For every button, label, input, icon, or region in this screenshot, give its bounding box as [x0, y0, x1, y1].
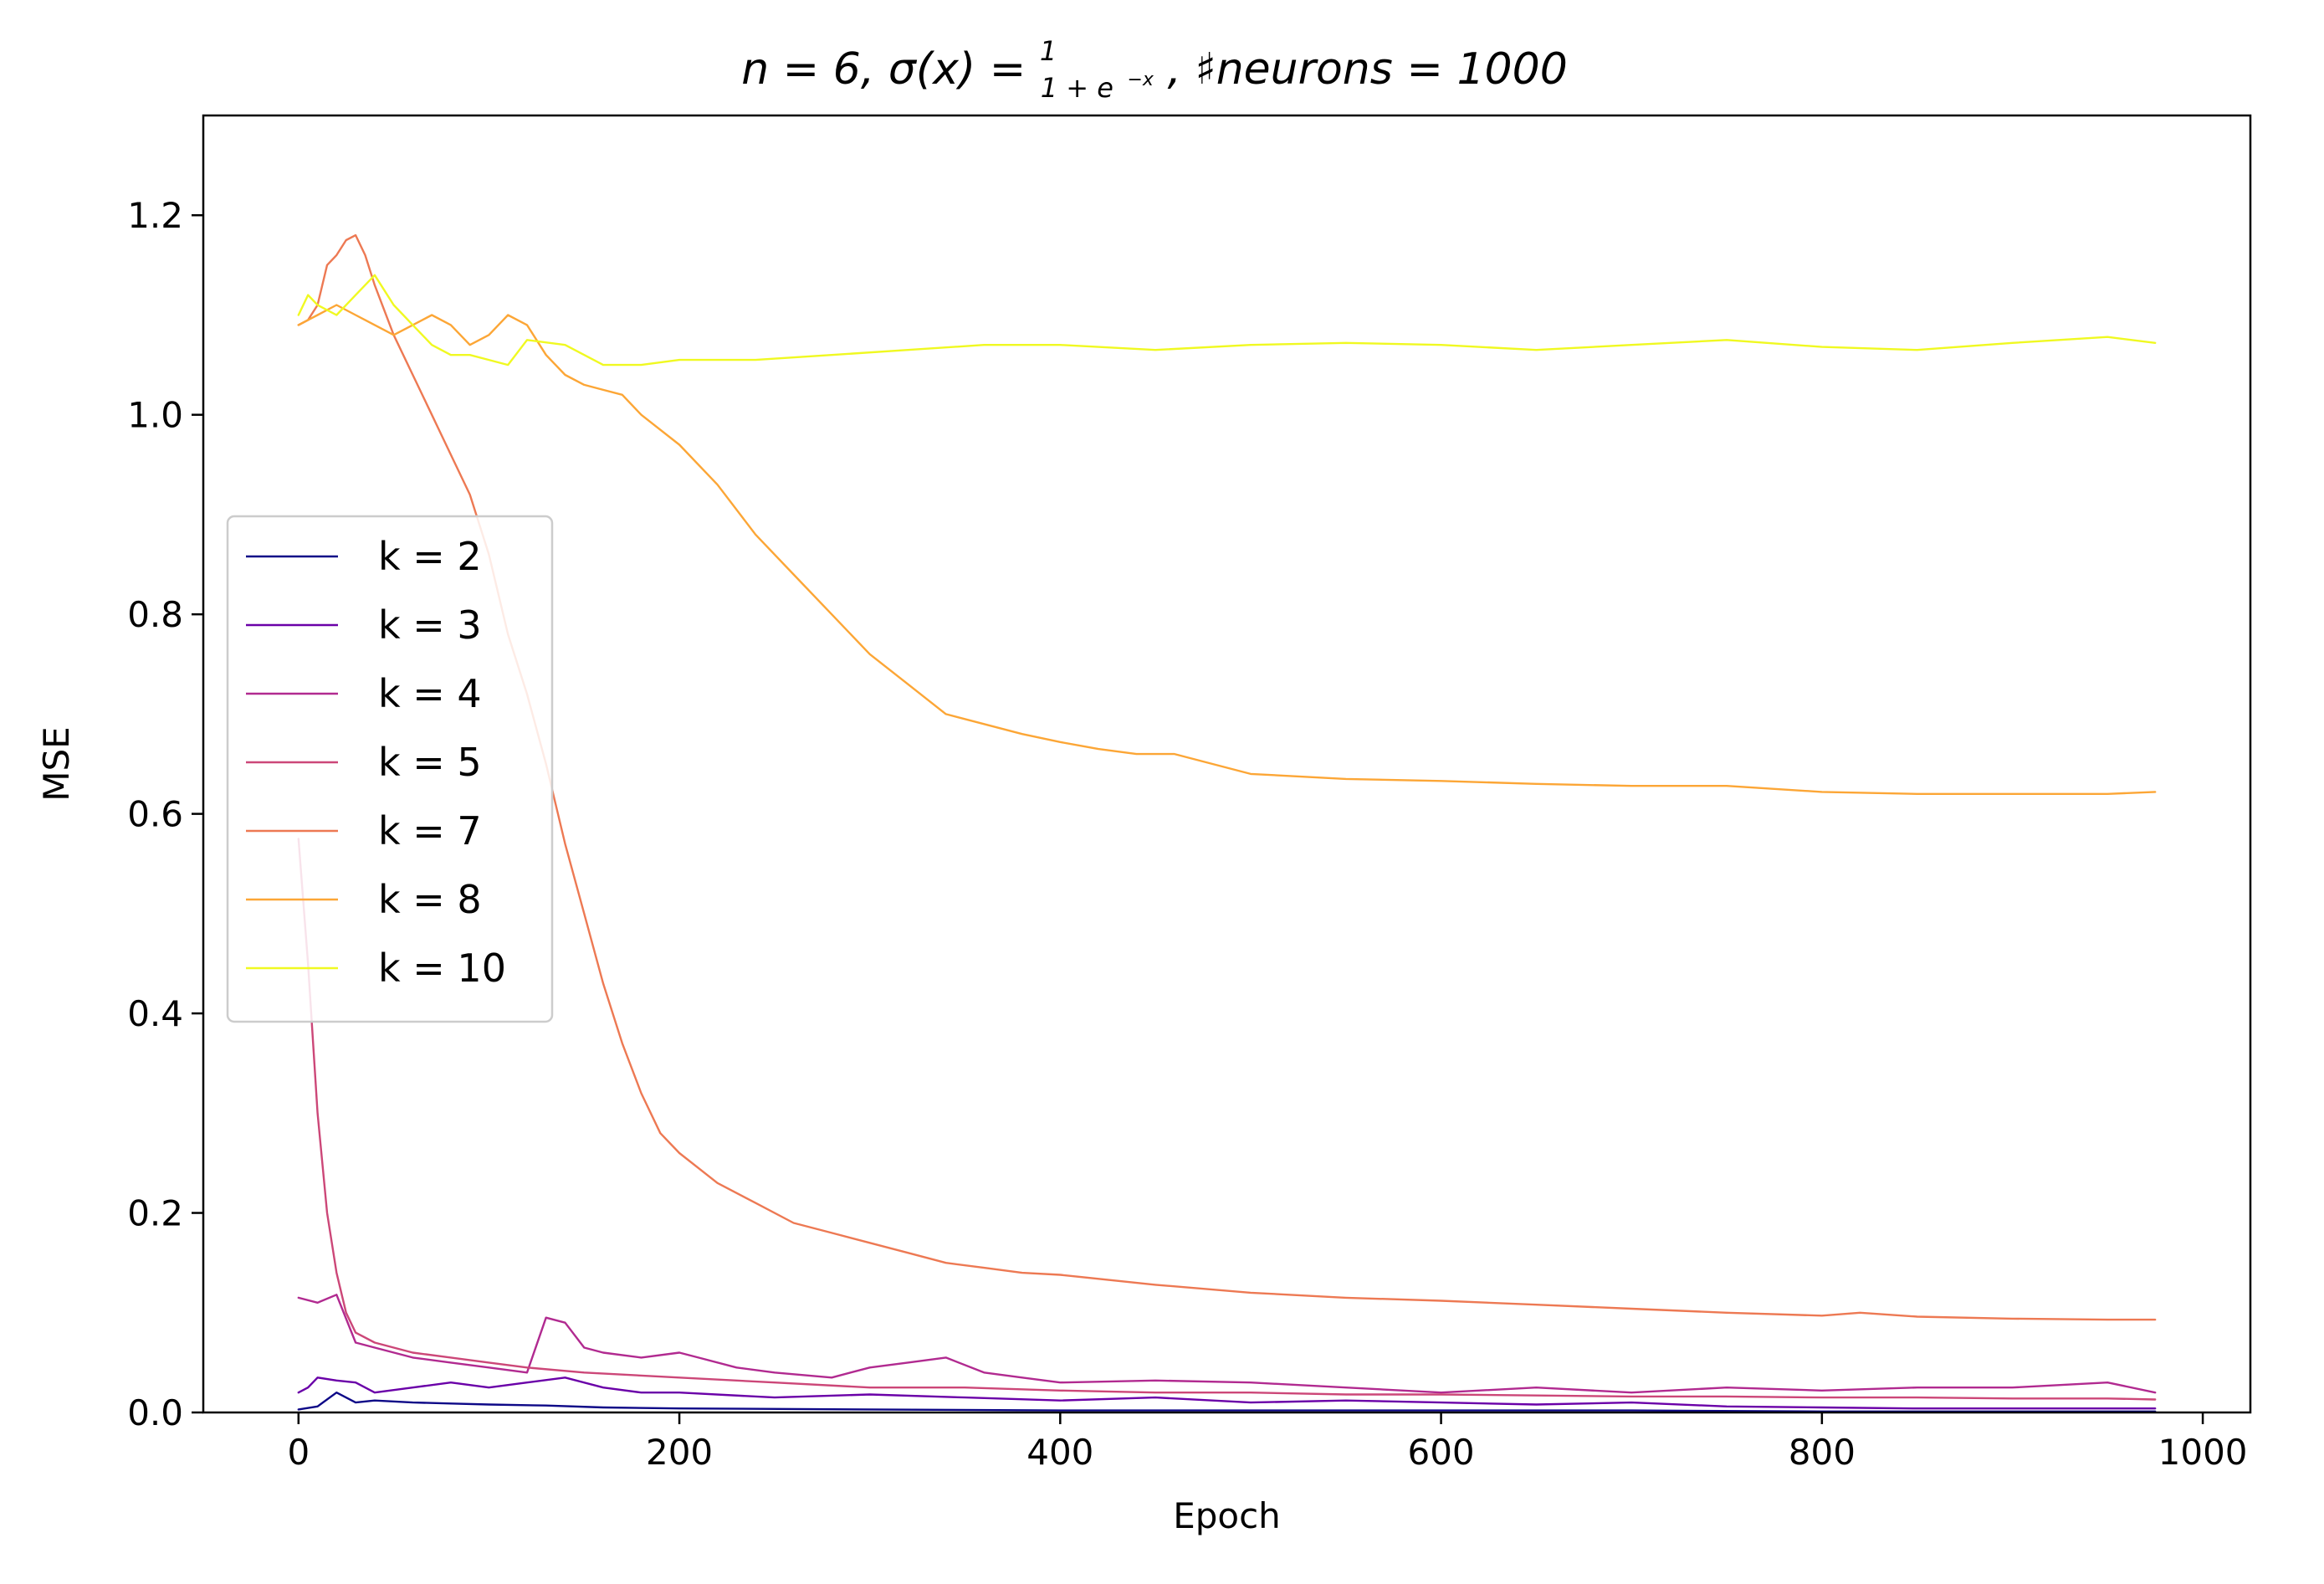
- x-tick-label: 0: [287, 1432, 310, 1473]
- legend-box: [226, 515, 554, 1023]
- chart-title: n = 6, σ(x) = 1 1 + e −x , ♯neurons = 10…: [741, 21, 1568, 108]
- y-axis-label: MSE: [36, 726, 77, 801]
- legend-label: k = 3: [378, 602, 482, 648]
- y-tick-label: 0.8: [127, 594, 183, 635]
- y-tick-label: 0.0: [127, 1392, 183, 1433]
- series-line-4: [297, 838, 2157, 1401]
- series-line-2: [297, 1376, 2157, 1410]
- legend-label: k = 5: [378, 740, 482, 785]
- x-axis-label: Epoch: [1173, 1495, 1281, 1536]
- x-tick-label: 600: [1407, 1432, 1474, 1473]
- title-frac-exponent: −x: [1127, 69, 1154, 90]
- axes-layer: 0 200 400 600 800 1000 0.0 0.2 0.4 0.6 0.8 1.0 1.2 Ep…: [36, 114, 2252, 1536]
- legend-label: k = 7: [378, 808, 482, 854]
- legend-label: k = 10: [378, 946, 506, 991]
- plot-frame: [202, 114, 2252, 1414]
- y-tick-label: 0.4: [127, 993, 183, 1034]
- legend-label: k = 4: [378, 671, 482, 716]
- title-frac-denominator: 1 + e: [1041, 72, 1113, 104]
- series-line-1: [297, 1391, 2157, 1413]
- series-line-6: [297, 304, 2157, 795]
- y-tick-label: 0.6: [127, 794, 183, 835]
- y-tick-label: 0.2: [127, 1193, 183, 1234]
- x-tick-label: 1000: [2158, 1432, 2248, 1473]
- legend-label: k = 2: [378, 534, 482, 579]
- series-line-3: [297, 1294, 2157, 1394]
- x-tick-label: 800: [1789, 1432, 1856, 1473]
- title-frac-numerator: 1: [1040, 35, 1057, 67]
- x-tick-label: 400: [1026, 1432, 1093, 1473]
- y-tick-label: 1.2: [127, 195, 183, 236]
- legend-label: k = 8: [378, 877, 482, 922]
- title-suffix: , ♯neurons = 1000: [1167, 44, 1567, 95]
- series-line-5: [297, 233, 2157, 1321]
- legend: k = 2 k = 3 k = 4 k = 5 k = 7 k = 8 k = 10: [226, 515, 554, 1023]
- series-layer: [297, 233, 2157, 1413]
- series-line-7: [297, 274, 2157, 367]
- x-tick-label: 200: [646, 1432, 713, 1473]
- y-tick-label: 1.0: [127, 395, 183, 436]
- title-prefix: n = 6, σ(x) =: [741, 44, 1040, 95]
